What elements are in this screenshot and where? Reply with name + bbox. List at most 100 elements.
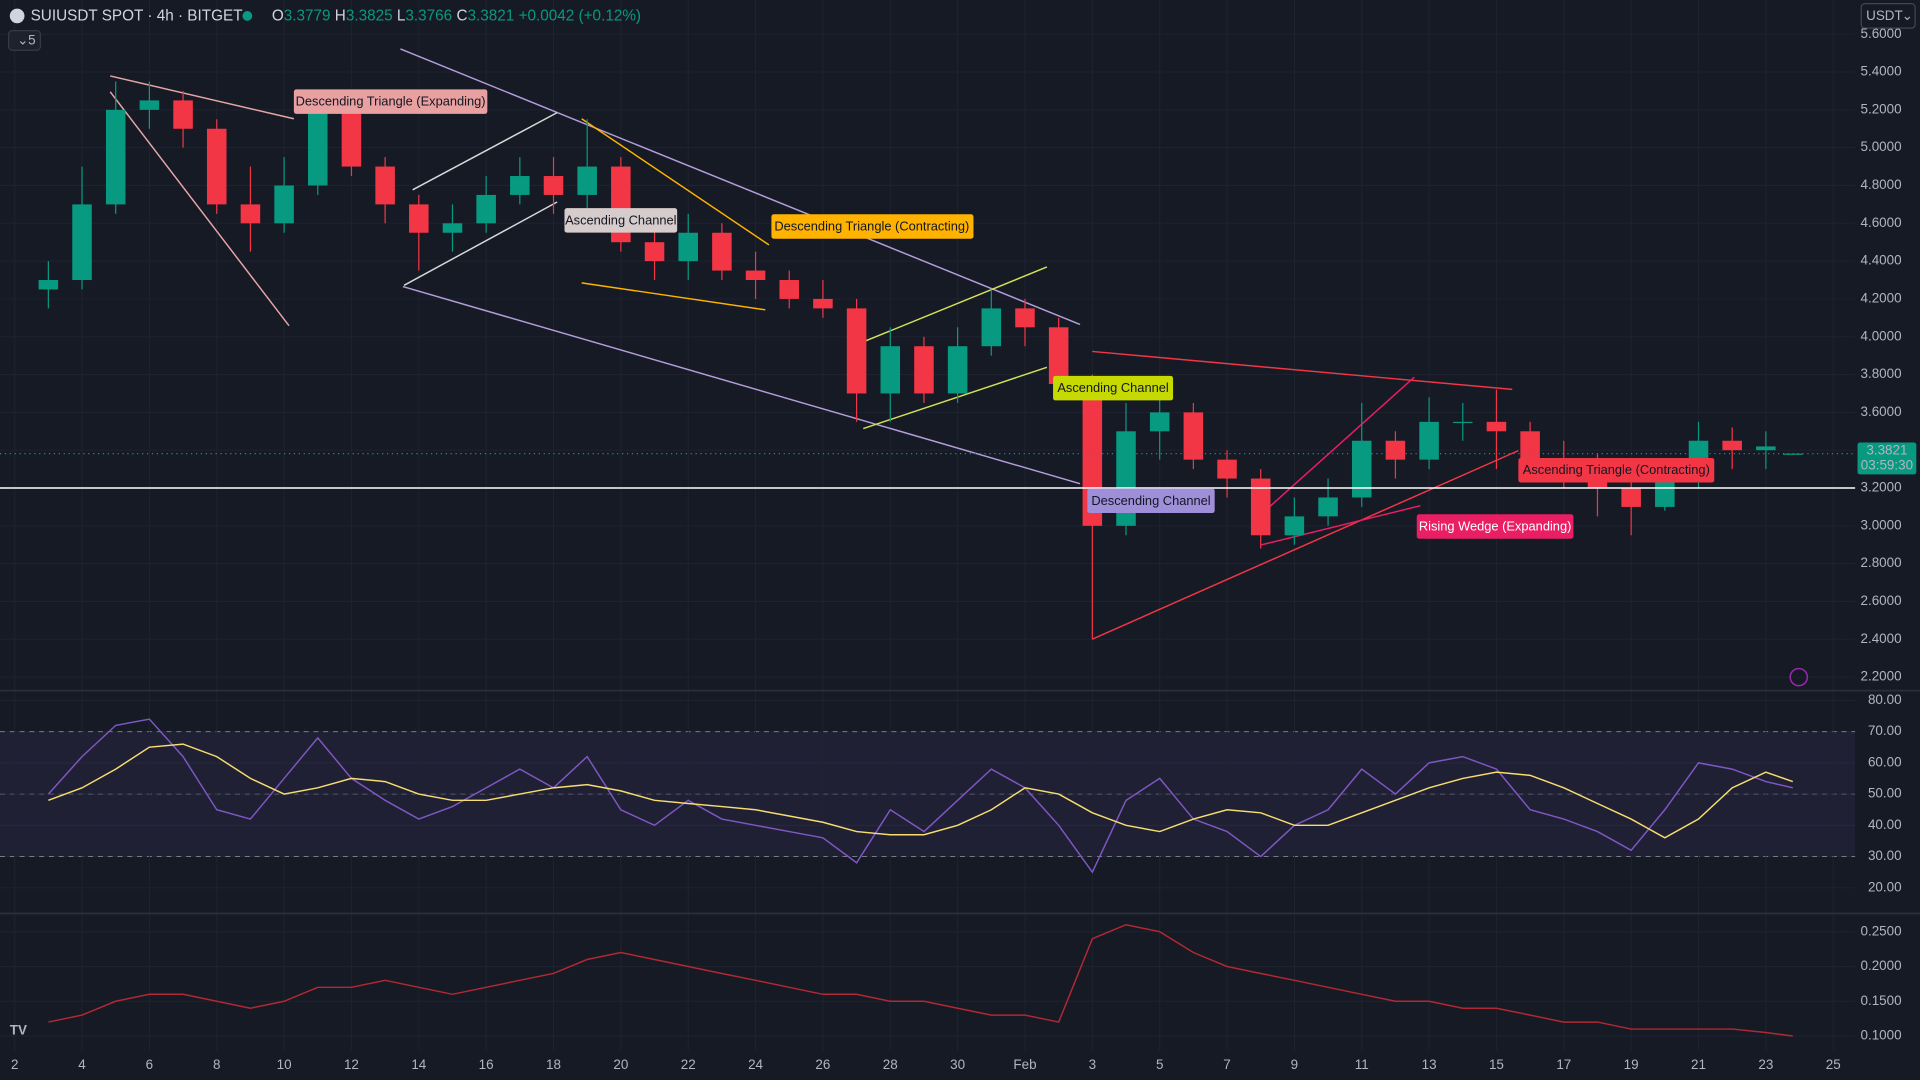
ohlc-key: H xyxy=(335,8,346,25)
x-tick-label: 15 xyxy=(1489,1057,1504,1072)
candle-body xyxy=(240,204,261,224)
pattern-line xyxy=(412,112,558,191)
candle-body xyxy=(981,308,1002,347)
pattern-label-box xyxy=(1518,457,1715,483)
pattern-label: Ascending Channel xyxy=(565,212,676,227)
candle-body xyxy=(1453,421,1473,424)
candle-body xyxy=(105,109,126,205)
candle-body xyxy=(543,176,564,195)
x-tick-label: 19 xyxy=(1624,1057,1639,1072)
x-tick-label: 23 xyxy=(1758,1057,1773,1072)
candle-body xyxy=(678,232,698,262)
ohlc: O3.3779 H3.3825 L3.3766 C3.3821 +0.0042 … xyxy=(272,8,641,25)
ohlc-value: 3.3766 xyxy=(405,8,452,25)
pattern-line xyxy=(1261,505,1421,546)
pattern-line xyxy=(581,282,766,311)
x-tick-label: 4 xyxy=(78,1057,86,1072)
candle-body xyxy=(308,109,328,186)
x-tick-label: 28 xyxy=(883,1057,898,1072)
series-line xyxy=(47,718,1793,874)
candle-body xyxy=(1351,440,1372,498)
candle-body xyxy=(846,308,867,394)
candle-body xyxy=(813,298,833,309)
candle-body xyxy=(644,242,665,262)
x-tick-label: 18 xyxy=(546,1057,561,1072)
currency-chevron: ⌄ xyxy=(1902,8,1913,23)
indicator-chevron: ⌄ xyxy=(17,33,28,48)
candle-body xyxy=(1318,497,1338,517)
candle-body xyxy=(779,280,800,299)
y-tick-label: 4.6000 xyxy=(1860,215,1901,230)
pattern-line xyxy=(863,366,1048,430)
pattern-line xyxy=(110,75,295,120)
indicator-toggle[interactable] xyxy=(7,30,42,51)
x-tick-label: 9 xyxy=(1291,1057,1298,1072)
pattern-line xyxy=(581,118,770,246)
x-tick-label: 6 xyxy=(146,1057,153,1072)
pattern-line xyxy=(403,201,558,286)
y-tick-label: 4.4000 xyxy=(1860,253,1901,268)
candle-body xyxy=(1284,516,1305,536)
pattern-line xyxy=(1091,449,1519,640)
candle-body xyxy=(442,223,463,233)
candle-body xyxy=(1217,459,1237,479)
pattern-line xyxy=(109,91,290,327)
last-price-label: 3.3821 xyxy=(1866,443,1907,458)
x-tick-label: 3 xyxy=(1089,1057,1096,1072)
candle-body xyxy=(1250,478,1271,536)
x-tick-label: 14 xyxy=(411,1057,426,1072)
x-tick-label: 26 xyxy=(815,1057,830,1072)
pattern-drawings xyxy=(109,48,1519,640)
candle-body xyxy=(375,166,395,205)
brand-logo: TV xyxy=(10,1023,27,1038)
y-tick-label: 70.00 xyxy=(1868,723,1902,738)
y-tick-label: 5.2000 xyxy=(1860,101,1901,116)
status-dot xyxy=(242,11,253,21)
y-tick-label: 2.2000 xyxy=(1860,669,1901,684)
candle-body xyxy=(1183,412,1204,460)
y-tick-label: 60.00 xyxy=(1868,754,1902,769)
y-tick-label: 80.00 xyxy=(1868,692,1902,707)
candle-body xyxy=(745,270,766,281)
candle-body xyxy=(1015,308,1035,328)
y-tick-label: 3.8000 xyxy=(1860,366,1901,381)
y-tick-label: 5.6000 xyxy=(1860,26,1901,41)
x-tick-label: 12 xyxy=(344,1057,359,1072)
candle-body xyxy=(1520,431,1540,460)
x-tick-label: 7 xyxy=(1223,1057,1230,1072)
candle-body xyxy=(274,185,294,224)
x-tick-label: 25 xyxy=(1826,1057,1841,1072)
ohlc-value: 3.3825 xyxy=(346,8,393,25)
ohlc-value: 3.3779 xyxy=(284,8,331,25)
candle-body xyxy=(880,346,901,394)
ohlc-key: O xyxy=(272,8,284,25)
x-tick-label: 17 xyxy=(1556,1057,1571,1072)
y-tick-label: 40.00 xyxy=(1868,817,1902,832)
candle-body xyxy=(712,232,732,271)
y-tick-label: 3.2000 xyxy=(1860,480,1901,495)
x-tick-label: Feb xyxy=(1013,1057,1036,1072)
candle-body xyxy=(1385,440,1406,460)
x-tick-label: 11 xyxy=(1355,1057,1369,1072)
x-tick-label: 10 xyxy=(277,1057,292,1072)
candle-body xyxy=(409,204,429,233)
change: +0.0042 (+0.12%) xyxy=(519,8,641,25)
currency-button[interactable] xyxy=(1860,3,1916,29)
candle-body xyxy=(341,109,362,167)
y-tick-label: 50.00 xyxy=(1868,786,1902,801)
pattern-line xyxy=(1260,376,1415,515)
x-tick-label: 21 xyxy=(1691,1057,1706,1072)
candle-body xyxy=(139,100,160,110)
alert-icon[interactable] xyxy=(1789,667,1809,687)
candle-body xyxy=(1655,478,1675,507)
pattern-label-box xyxy=(771,214,974,239)
pattern-line xyxy=(402,285,1081,485)
candle-body xyxy=(206,128,227,205)
y-tick-label: 4.8000 xyxy=(1860,177,1901,192)
mark-layer xyxy=(0,81,1856,1037)
pattern-label: Ascending Channel xyxy=(1057,380,1168,395)
candle-body xyxy=(476,194,496,224)
y-tick-label: 0.1500 xyxy=(1860,993,1901,1008)
pattern-label: Descending Channel xyxy=(1091,493,1210,508)
